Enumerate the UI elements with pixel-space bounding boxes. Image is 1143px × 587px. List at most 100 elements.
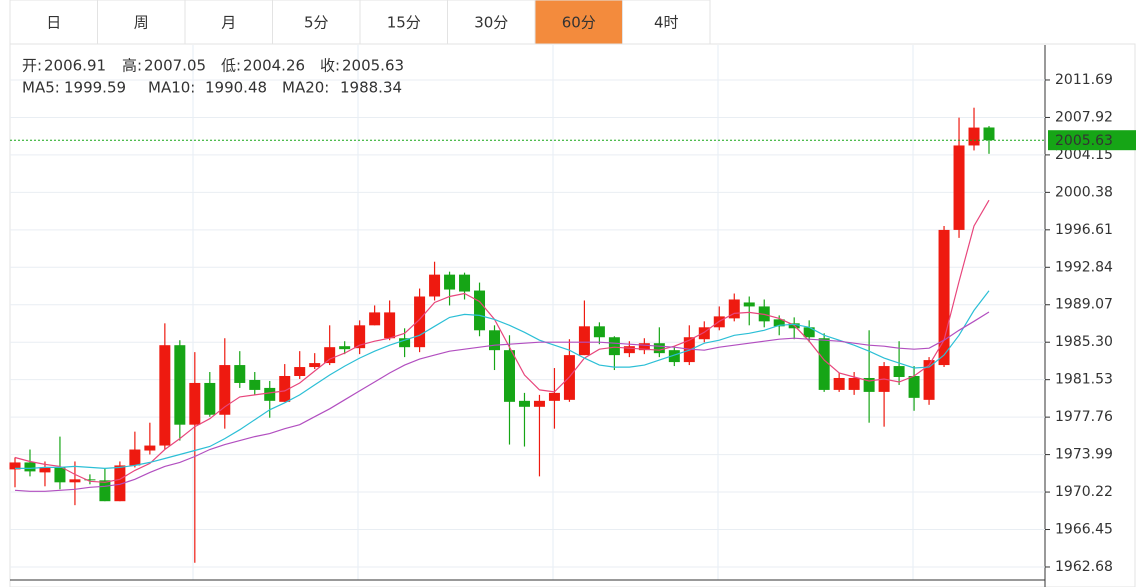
candle-body xyxy=(84,479,96,481)
candle-body xyxy=(54,467,66,483)
candle-body xyxy=(324,347,336,364)
y-tick-label: 1985.30 xyxy=(1055,334,1113,350)
candle-body xyxy=(698,327,710,340)
candle-body xyxy=(384,312,396,339)
candle-body xyxy=(968,127,980,146)
tab-bg[interactable] xyxy=(97,0,186,45)
candle-body xyxy=(743,302,755,307)
y-tick-label: 1977.76 xyxy=(1055,409,1113,425)
candle-body xyxy=(399,338,411,348)
candle-body xyxy=(489,330,501,351)
y-tick-label: 2011.69 xyxy=(1055,72,1113,88)
candle-body xyxy=(234,365,246,383)
candle-body xyxy=(893,366,905,377)
candle-body xyxy=(548,392,560,401)
tab-bg[interactable] xyxy=(184,0,273,45)
candle-body xyxy=(953,145,965,230)
candle-body xyxy=(503,350,515,402)
candle-body xyxy=(294,367,306,376)
candle-body xyxy=(803,327,815,338)
candle-body xyxy=(983,127,995,141)
y-tick-label: 2000.38 xyxy=(1055,184,1113,200)
legend-name: MA20: xyxy=(282,79,329,97)
candle-body xyxy=(518,400,530,407)
tab-label[interactable]: 周 xyxy=(134,14,149,32)
candle-body xyxy=(773,319,785,327)
legend-value: 1988.34 xyxy=(340,79,402,97)
candle-body xyxy=(189,382,201,425)
candle-body xyxy=(923,360,935,400)
candle-body xyxy=(219,365,231,415)
legend-name: MA10: xyxy=(148,79,195,97)
y-tick-label: 1981.53 xyxy=(1055,372,1113,388)
candle-body xyxy=(354,325,366,349)
candle-body xyxy=(593,326,605,338)
candle-body xyxy=(533,400,545,407)
tab-bg[interactable] xyxy=(622,0,711,45)
candle-body xyxy=(863,377,875,392)
candle-body xyxy=(444,274,456,290)
candle-body xyxy=(728,299,740,319)
candle-body xyxy=(608,337,620,356)
ma-line xyxy=(14,311,990,492)
legend-value: 1990.48 xyxy=(205,79,267,97)
tab-bg[interactable] xyxy=(272,0,361,45)
candle-body xyxy=(848,377,860,390)
ohlc-label: 收: xyxy=(320,57,340,75)
candle-body xyxy=(249,379,261,390)
tab-bar: 日 周 月 5分 15分 30分 60分 4时 xyxy=(9,0,711,45)
tab-label[interactable]: 4时 xyxy=(654,14,679,32)
candle-body xyxy=(818,338,830,390)
tab-label[interactable]: 日 xyxy=(46,14,61,32)
candle-body xyxy=(39,467,51,473)
ohlc-label: 低: xyxy=(221,57,241,75)
grid xyxy=(192,45,914,580)
y-tick-label: 2007.92 xyxy=(1055,109,1113,125)
tab-bg[interactable] xyxy=(9,0,98,45)
y-tick-label: 1962.68 xyxy=(1055,559,1113,575)
candle-body xyxy=(114,465,126,502)
tab-label[interactable]: 月 xyxy=(221,14,236,32)
ma-line xyxy=(14,199,990,483)
candle-body xyxy=(908,375,920,398)
tab-label[interactable]: 15分 xyxy=(387,14,421,32)
candle-body xyxy=(623,346,635,354)
candle-body xyxy=(459,274,471,292)
ohlc-value: 2004.26 xyxy=(243,57,305,75)
y-tick-label: 1989.07 xyxy=(1055,297,1113,313)
current-price-box xyxy=(1048,130,1136,151)
candle-body xyxy=(578,326,590,356)
ohlc-value: 2007.05 xyxy=(144,57,206,75)
y-tick-label: 1973.99 xyxy=(1055,447,1113,463)
candle-body xyxy=(369,312,381,326)
candle-body xyxy=(99,480,111,502)
candle-body xyxy=(339,346,351,350)
chart-frame xyxy=(9,43,1136,587)
candle-body xyxy=(159,345,171,446)
candle-body xyxy=(309,363,321,368)
legend-name: MA5: xyxy=(22,79,60,97)
y-tick-label: 1996.61 xyxy=(1055,222,1113,238)
tab-label[interactable]: 60分 xyxy=(562,14,596,32)
candle-body xyxy=(429,274,441,297)
ohlc-label: 高: xyxy=(122,57,142,75)
tab-bg[interactable] xyxy=(534,0,623,45)
y-tick-label: 1992.84 xyxy=(1055,259,1113,275)
candle-body xyxy=(938,229,950,366)
y-tick-label: 1970.22 xyxy=(1055,484,1113,500)
candle-body xyxy=(24,462,36,472)
candle-body xyxy=(129,449,141,466)
tab-label[interactable]: 30分 xyxy=(474,14,508,32)
legend-value: 1999.59 xyxy=(64,79,126,97)
candle-body xyxy=(69,479,81,483)
tab-bg[interactable] xyxy=(359,0,448,45)
candle-body xyxy=(653,343,665,354)
candle-body xyxy=(474,290,486,331)
tab-bg[interactable] xyxy=(447,0,536,45)
candle-body xyxy=(279,375,291,402)
ohlc-label: 开: xyxy=(22,57,42,75)
tab-label[interactable]: 5分 xyxy=(304,14,329,32)
ohlc-value: 2006.91 xyxy=(44,57,106,75)
